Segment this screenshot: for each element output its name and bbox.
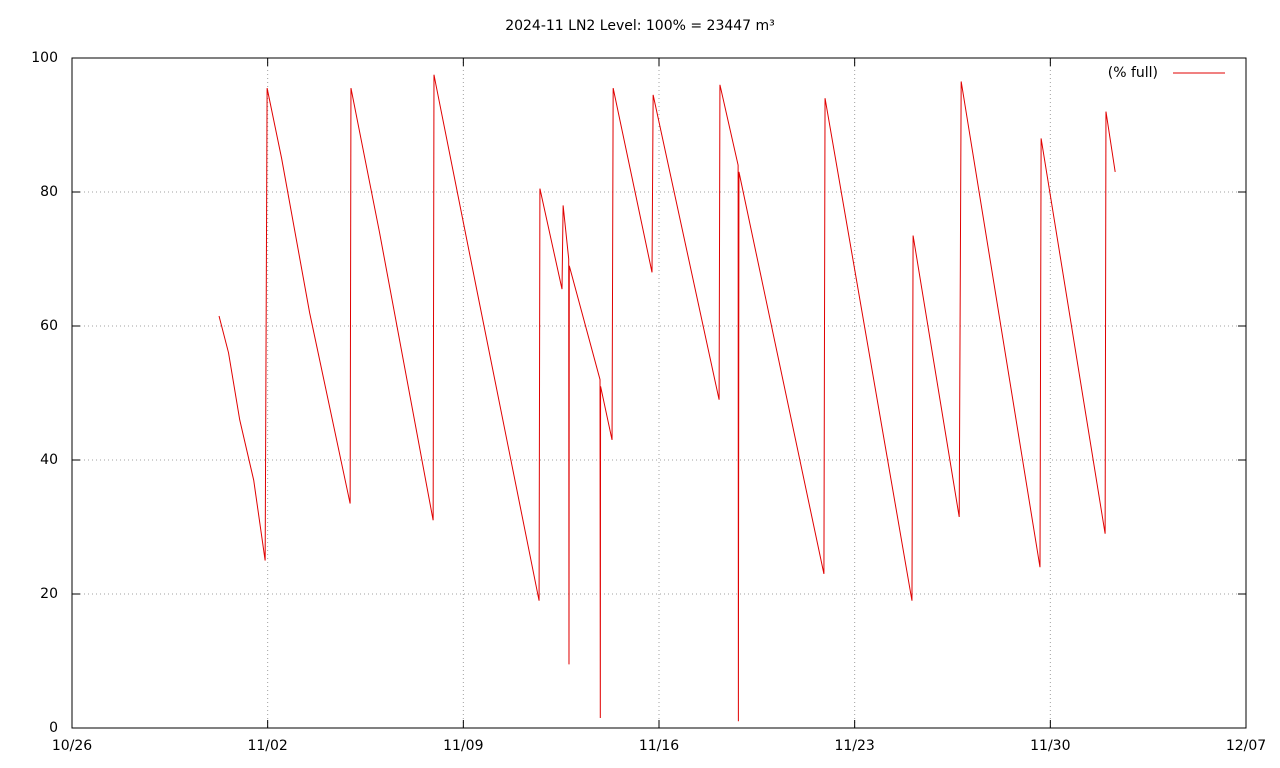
y-tick-label: 40 bbox=[40, 452, 58, 468]
plot-frame bbox=[71, 57, 1247, 729]
x-tick-label: 12/07 bbox=[1226, 738, 1266, 754]
x-tick-label: 11/30 bbox=[1030, 738, 1070, 754]
data-line bbox=[218, 74, 1116, 722]
x-tick-label: 11/02 bbox=[247, 738, 287, 754]
y-tick-label: 0 bbox=[49, 720, 58, 736]
x-tick-label: 11/16 bbox=[639, 738, 679, 754]
y-tick-label: 60 bbox=[40, 318, 58, 334]
y-tick-label: 100 bbox=[31, 50, 58, 66]
chart-title: 2024-11 LN2 Level: 100% = 23447 m³ bbox=[505, 18, 775, 34]
y-tick-label: 80 bbox=[40, 184, 58, 200]
x-tick-label: 11/09 bbox=[443, 738, 483, 754]
y-tick-label: 20 bbox=[40, 586, 58, 602]
legend-label: (% full) bbox=[1108, 65, 1158, 81]
x-tick-label: 11/23 bbox=[834, 738, 874, 754]
x-tick-label: 10/26 bbox=[52, 738, 92, 754]
